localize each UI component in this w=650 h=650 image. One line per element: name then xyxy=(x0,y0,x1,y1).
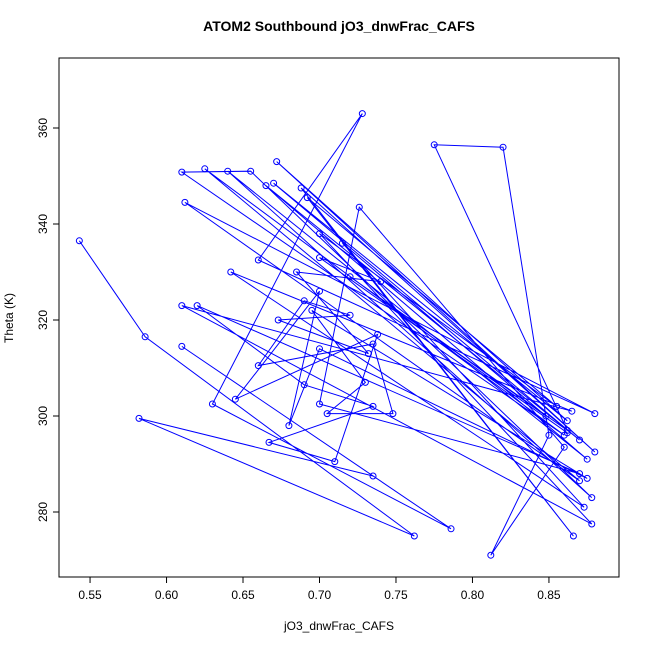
point xyxy=(274,316,282,324)
point xyxy=(369,472,377,480)
y-tick-label: 320 xyxy=(36,310,50,330)
x-axis-label: jO3_dnwFrac_CAFS xyxy=(283,619,394,633)
point xyxy=(270,179,278,187)
x-tick-label: 0.65 xyxy=(231,588,255,602)
point xyxy=(355,203,363,211)
point xyxy=(563,429,571,437)
point xyxy=(227,268,235,276)
point xyxy=(346,311,354,319)
point xyxy=(591,448,599,456)
point xyxy=(293,268,301,276)
point xyxy=(580,503,588,511)
point xyxy=(181,198,189,206)
y-tick-label: 300 xyxy=(36,406,50,426)
point xyxy=(208,400,216,408)
point xyxy=(193,302,201,310)
point xyxy=(297,184,305,192)
point xyxy=(273,158,281,166)
point xyxy=(588,520,596,528)
series-line xyxy=(78,113,596,556)
x-tick-label: 0.70 xyxy=(308,588,332,602)
point xyxy=(583,474,591,482)
point xyxy=(576,477,584,485)
point xyxy=(369,340,377,348)
x-tick-label: 0.55 xyxy=(78,588,102,602)
y-tick-label: 340 xyxy=(36,214,50,234)
point xyxy=(374,330,382,338)
point xyxy=(315,287,323,295)
point xyxy=(588,494,596,502)
point xyxy=(447,525,455,533)
point xyxy=(308,306,316,314)
point xyxy=(576,436,584,444)
point xyxy=(377,278,385,286)
point xyxy=(178,168,186,176)
point xyxy=(346,273,354,281)
point xyxy=(300,297,308,305)
point xyxy=(553,402,561,410)
point xyxy=(231,395,239,403)
point xyxy=(542,412,550,420)
chart-title: ATOM2 Southbound jO3_dnwFrac_CAFS xyxy=(203,18,475,34)
point xyxy=(262,182,270,190)
x-tick-label: 0.60 xyxy=(155,588,179,602)
point xyxy=(265,438,273,446)
point xyxy=(315,230,323,238)
x-tick-label: 0.75 xyxy=(384,588,408,602)
point xyxy=(560,443,568,451)
point xyxy=(499,143,507,151)
point xyxy=(224,167,232,175)
point xyxy=(315,254,323,262)
point xyxy=(331,458,339,466)
x-tick-label: 0.80 xyxy=(461,588,485,602)
point xyxy=(178,302,186,310)
point xyxy=(591,410,599,418)
point xyxy=(568,407,576,415)
point xyxy=(545,431,553,439)
point xyxy=(583,455,591,463)
y-tick-label: 280 xyxy=(36,502,50,522)
point xyxy=(323,410,331,418)
point xyxy=(389,410,397,418)
point xyxy=(487,551,495,559)
y-axis-label: Theta (K) xyxy=(2,293,16,343)
point xyxy=(254,256,262,264)
point xyxy=(369,402,377,410)
point xyxy=(75,237,83,245)
point xyxy=(576,470,584,478)
point xyxy=(361,378,369,386)
point xyxy=(315,345,323,353)
point xyxy=(569,532,577,540)
x-tick-label: 0.85 xyxy=(537,588,561,602)
point xyxy=(338,239,346,247)
point xyxy=(254,362,262,370)
point xyxy=(563,417,571,425)
point xyxy=(247,167,255,175)
point xyxy=(364,350,372,358)
point xyxy=(141,333,149,341)
y-tick-label: 360 xyxy=(36,118,50,138)
point xyxy=(300,381,308,389)
point xyxy=(201,165,209,173)
point xyxy=(135,414,143,422)
point xyxy=(410,532,418,540)
point xyxy=(285,422,293,430)
point xyxy=(303,194,311,202)
plot-frame xyxy=(58,57,620,578)
point xyxy=(178,342,186,350)
point xyxy=(563,426,571,434)
point xyxy=(430,141,438,149)
point xyxy=(315,400,323,408)
point xyxy=(358,110,366,118)
